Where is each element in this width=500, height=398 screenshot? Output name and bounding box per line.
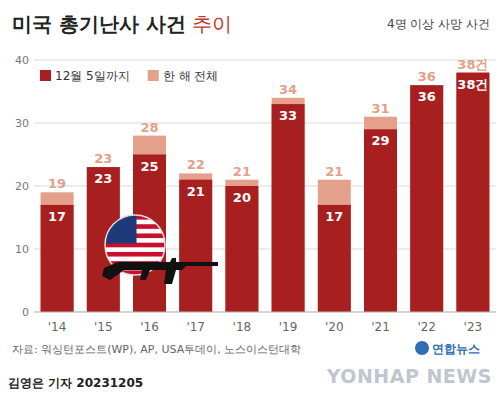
bar bbox=[364, 129, 397, 312]
data-label: 29 bbox=[371, 133, 389, 148]
bar bbox=[456, 73, 489, 312]
data-label: 28 bbox=[140, 120, 158, 135]
grid bbox=[34, 60, 496, 312]
x-tick-label: '16 bbox=[140, 320, 159, 334]
data-label: 21 bbox=[325, 164, 343, 179]
x-tick-label: '23 bbox=[464, 320, 483, 334]
data-label: 38건 bbox=[457, 57, 488, 72]
data-label: 38건 bbox=[457, 77, 488, 92]
bar bbox=[179, 180, 212, 312]
bar bbox=[410, 85, 443, 312]
logo-brand: YONHAP NEWS bbox=[326, 365, 492, 387]
title: 미국 총기난사 사건 bbox=[12, 12, 186, 36]
grid-line bbox=[34, 312, 496, 313]
bar bbox=[318, 205, 351, 312]
subtitle: 4명 이상 사망 사건 bbox=[387, 17, 490, 31]
data-label: 36 bbox=[418, 69, 436, 84]
logo-mark bbox=[415, 341, 429, 355]
y-tick-label: 30 bbox=[15, 117, 29, 130]
data-label: 34 bbox=[279, 82, 297, 97]
x-tick-label: '21 bbox=[371, 320, 390, 334]
data-label: 17 bbox=[325, 209, 343, 224]
x-tick-label: '14 bbox=[48, 320, 67, 334]
baseline bbox=[34, 312, 496, 313]
x-tick-label: '18 bbox=[233, 320, 252, 334]
rifle bbox=[102, 258, 218, 284]
data-label: 17 bbox=[48, 209, 66, 224]
x-tick-label: '22 bbox=[417, 320, 436, 334]
x-tick-label: '19 bbox=[279, 320, 298, 334]
y-tick-label: 20 bbox=[15, 180, 29, 193]
icon bbox=[102, 215, 218, 284]
x-tick-label: '20 bbox=[325, 320, 344, 334]
legend-label: 한 해 전체 bbox=[163, 69, 219, 83]
data-label: 33 bbox=[279, 108, 297, 123]
x-tick-label: '15 bbox=[94, 320, 113, 334]
credit: 김영은 기자 20231205 bbox=[8, 376, 143, 390]
bar bbox=[225, 180, 258, 312]
flag-stripe bbox=[105, 252, 165, 257]
chart-root: 미국 총기난사 사건추이 4명 이상 사망 사건 0 10 20 30 40 17 23 25 21… bbox=[0, 0, 500, 398]
data-label: 23 bbox=[94, 151, 112, 166]
data-label: 23 bbox=[94, 171, 112, 186]
y-tick-label: 10 bbox=[15, 243, 29, 256]
bar bbox=[41, 192, 74, 312]
bar bbox=[41, 205, 74, 312]
legend-swatch bbox=[148, 70, 159, 81]
bar bbox=[410, 85, 443, 312]
x-tick-label: '17 bbox=[186, 320, 205, 334]
data-label: 22 bbox=[187, 157, 205, 172]
legend-label: 12월 5일까지 bbox=[55, 69, 130, 83]
bar bbox=[272, 104, 305, 312]
data-label: 21 bbox=[233, 164, 251, 179]
bar bbox=[364, 117, 397, 312]
legend-swatch bbox=[40, 70, 51, 81]
data-label: 31 bbox=[371, 101, 389, 116]
data-label: 19 bbox=[48, 176, 66, 191]
bars bbox=[41, 73, 490, 312]
y-tick-label: 0 bbox=[22, 306, 29, 319]
bar bbox=[272, 98, 305, 312]
bar bbox=[456, 73, 489, 312]
data-label: 36 bbox=[418, 89, 436, 104]
bar bbox=[179, 173, 212, 312]
data-label: 21 bbox=[187, 184, 205, 199]
grid-line bbox=[34, 60, 496, 61]
data-label: 25 bbox=[140, 159, 158, 174]
logo: 연합뉴스 YONHAP NEWS bbox=[326, 341, 492, 387]
bar bbox=[318, 180, 351, 312]
logo-text: 연합뉴스 bbox=[432, 342, 480, 356]
title-suffix: 추이 bbox=[192, 12, 232, 36]
data-label: 20 bbox=[233, 190, 251, 205]
source: 자료: 워싱턴포스트(WP), AP, USA투데이, 노스이스턴대학 bbox=[12, 343, 301, 356]
bar bbox=[225, 186, 258, 312]
y-tick-label: 40 bbox=[15, 54, 29, 67]
